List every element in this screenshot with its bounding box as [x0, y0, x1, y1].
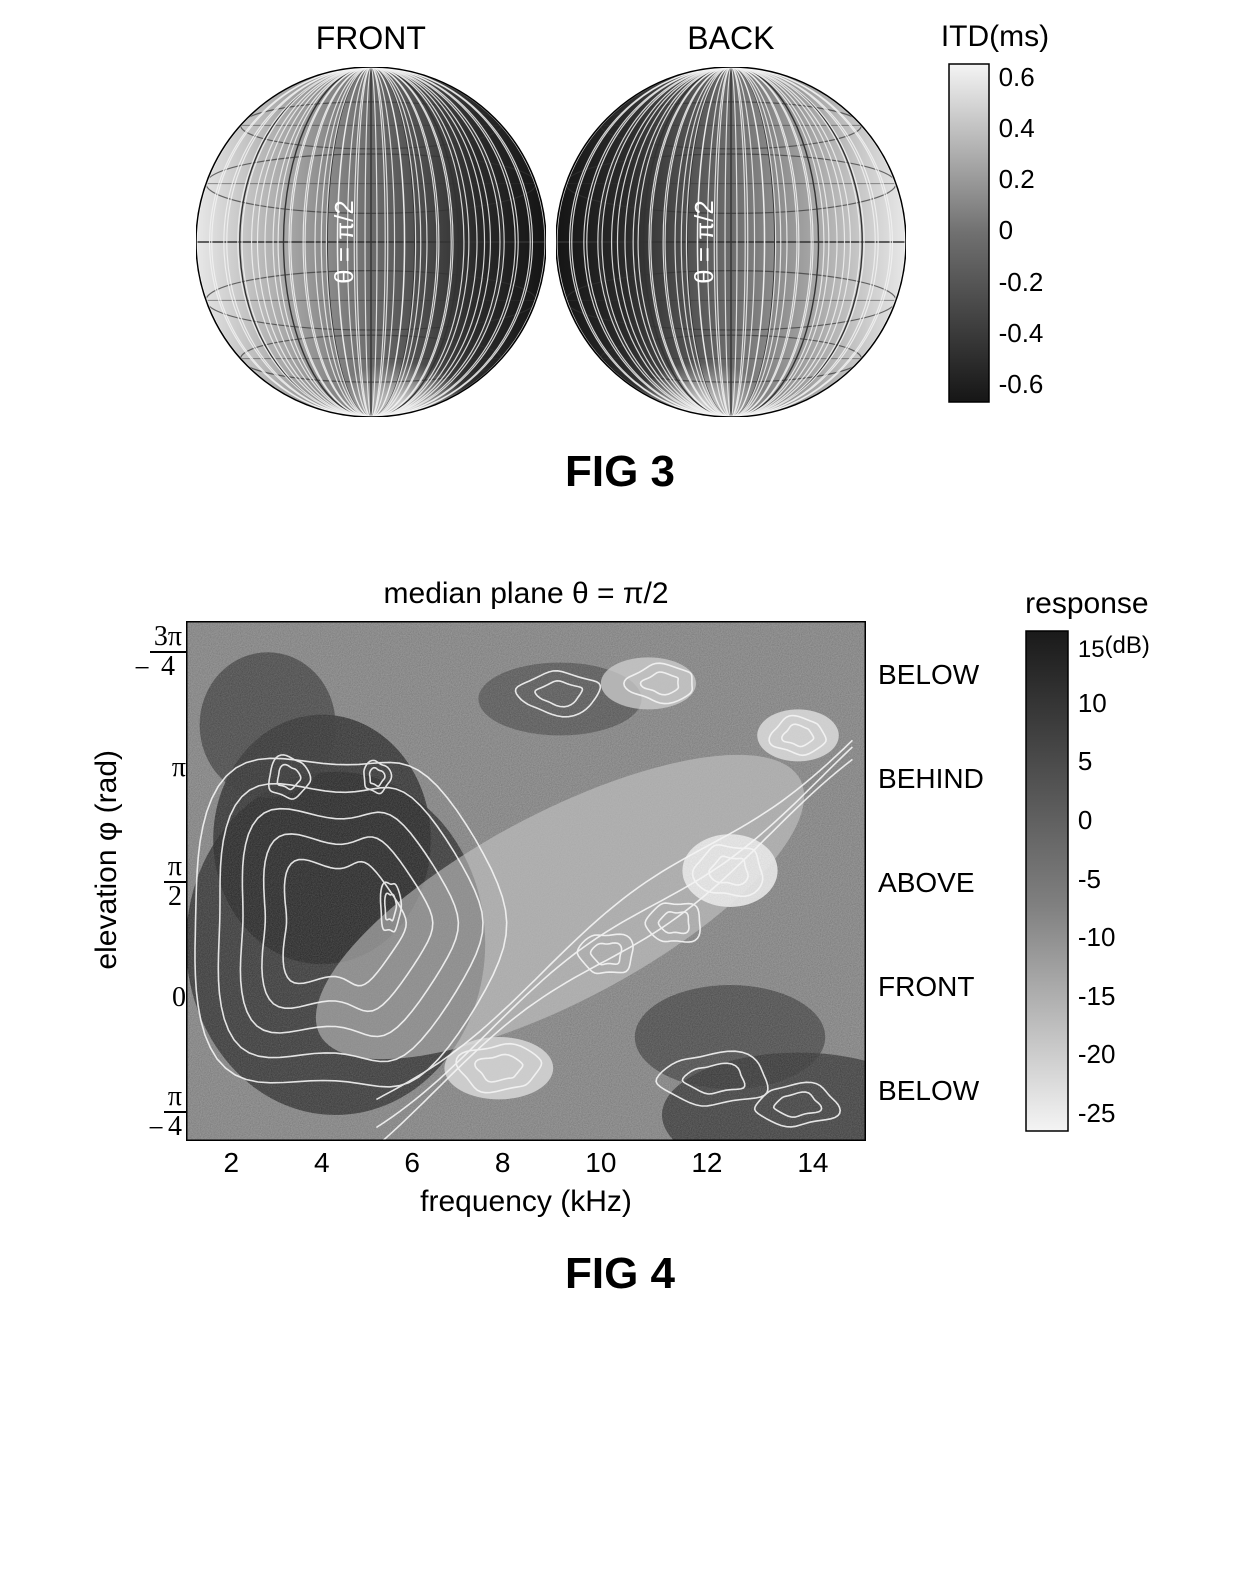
- fig4-xlabel: frequency (kHz): [420, 1185, 632, 1219]
- fig3-colorbar-ticks: 0.6 0.4 0.2 0 -0.2 -0.4 -0.6: [999, 62, 1044, 400]
- figure-4: elevation φ (rad) −3π4 π π2 0 −π4 median pla…: [20, 577, 1220, 1299]
- ytick: π2: [164, 853, 186, 913]
- fig3-content: FRONT θ = π/2 BACK θ = π/2 ITD(ms) 0.60.…: [20, 20, 1220, 417]
- ytick: π: [172, 752, 186, 784]
- fig4-main: median plane θ = π/2 2 4 6 8 10 12 14 frequenc…: [186, 577, 866, 1219]
- fig3-caption: FIG 3: [20, 447, 1220, 497]
- colorbar-tick: 10: [1078, 688, 1150, 719]
- sphere-front-label: FRONT: [316, 20, 426, 57]
- ytick: −3π4: [134, 623, 186, 683]
- fig4-yticks: −3π4 π π2 0 −π4: [134, 623, 186, 1143]
- svg-text:θ = π/2: θ = π/2: [689, 200, 719, 284]
- colorbar-tick: -0.6: [999, 369, 1044, 400]
- elevation-label: FRONT: [878, 971, 984, 1003]
- colorbar-tick: 0.4: [999, 113, 1044, 144]
- colorbar-tick: 0.6: [999, 62, 1044, 93]
- fig4-colorbar: response 15(dB) 10 5 0 -5 -10 -15 -20 -25: [1024, 587, 1150, 1133]
- xtick: 4: [314, 1147, 330, 1179]
- sphere-front-col: FRONT θ = π/2: [196, 20, 546, 417]
- colorbar-tick: -20: [1078, 1039, 1150, 1070]
- fig4-caption: FIG 4: [20, 1249, 1220, 1299]
- colorbar-tick: -0.2: [999, 267, 1044, 298]
- colorbar-tick: -0.4: [999, 318, 1044, 349]
- fig4-heatmap: [186, 621, 866, 1141]
- xtick: 2: [223, 1147, 239, 1179]
- colorbar-tick: -5: [1078, 864, 1150, 895]
- colorbar-tick: -25: [1078, 1098, 1150, 1129]
- fig4-right-labels: BELOW BEHIND ABOVE FRONT BELOW: [878, 623, 984, 1143]
- colorbar-tick: 0.2: [999, 164, 1044, 195]
- sphere-front-plot: θ = π/2: [196, 67, 546, 417]
- figure-3: FRONT θ = π/2 BACK θ = π/2 ITD(ms) 0.60.…: [20, 20, 1220, 497]
- ytick: 0: [172, 982, 186, 1014]
- fig4-xticks: 2 4 6 8 10 12 14: [186, 1147, 866, 1179]
- fig4-colorbar-gradient: [1024, 629, 1070, 1133]
- fig3-colorbar-title: ITD(ms): [941, 20, 1049, 54]
- colorbar-tick: 5: [1078, 746, 1150, 777]
- xtick: 8: [495, 1147, 511, 1179]
- elevation-label: BELOW: [878, 659, 984, 691]
- colorbar-tick: -15: [1078, 981, 1150, 1012]
- fig4-colorbar-ticks: 15(dB) 10 5 0 -5 -10 -15 -20 -25: [1078, 629, 1150, 1129]
- sphere-back-label: BACK: [687, 20, 774, 57]
- xtick: 14: [797, 1147, 828, 1179]
- elevation-label: BELOW: [878, 1075, 984, 1107]
- fig4-title: median plane θ = π/2: [384, 577, 669, 611]
- xtick: 12: [691, 1147, 722, 1179]
- fig3-colorbar-body: 0.6 0.4 0.2 0 -0.2 -0.4 -0.6: [947, 62, 1044, 404]
- svg-text:θ = π/2: θ = π/2: [329, 200, 359, 284]
- colorbar-tick: 15(dB): [1078, 629, 1150, 660]
- xtick: 6: [404, 1147, 420, 1179]
- xtick: 10: [585, 1147, 616, 1179]
- elevation-label: ABOVE: [878, 867, 984, 899]
- colorbar-tick: -10: [1078, 922, 1150, 953]
- fig4-colorbar-title: response: [1025, 587, 1148, 621]
- colorbar-tick: 0: [1078, 805, 1150, 836]
- colorbar-tick: 0: [999, 215, 1044, 246]
- fig4-y-axis: elevation φ (rad) −3π4 π π2 0 −π4: [90, 577, 186, 1143]
- fig4-colorbar-body: 15(dB) 10 5 0 -5 -10 -15 -20 -25: [1024, 629, 1150, 1133]
- fig3-colorbar: ITD(ms) 0.6 0.4 0.2 0 -0.2 -0.4 -0.6: [941, 20, 1049, 404]
- elevation-label: BEHIND: [878, 763, 984, 795]
- fig3-colorbar-gradient: [947, 62, 991, 404]
- sphere-back-plot: θ = π/2: [556, 67, 906, 417]
- ytick: −π4: [148, 1083, 186, 1143]
- sphere-back-col: BACK θ = π/2: [556, 20, 906, 417]
- fig4-content: elevation φ (rad) −3π4 π π2 0 −π4 median pla…: [20, 577, 1220, 1219]
- fig4-ylabel: elevation φ (rad): [90, 750, 124, 970]
